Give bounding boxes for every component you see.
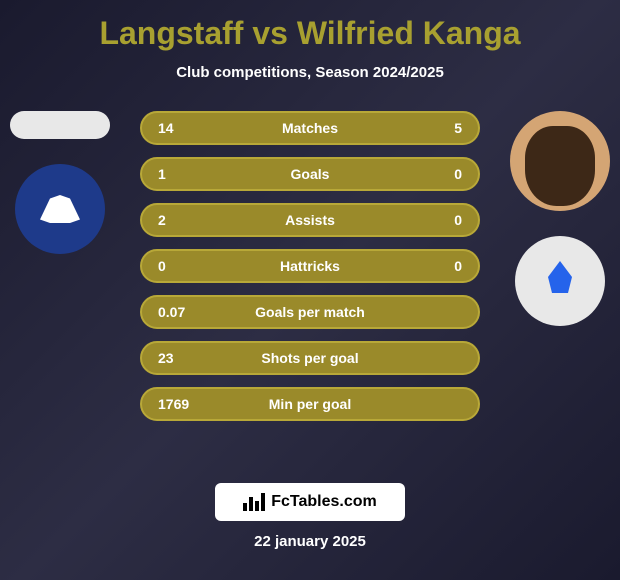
chart-icon	[243, 493, 265, 511]
stat-row-shots-per-goal: 23 Shots per goal	[140, 341, 480, 375]
stat-left-value: 23	[158, 350, 218, 366]
right-column	[500, 111, 620, 326]
stat-left-value: 1	[158, 166, 218, 182]
main-content: 14 Matches 5 1 Goals 0 2 Assists 0 0 Hat…	[0, 111, 620, 254]
main-container: Langstaff vs Wilfried Kanga Club competi…	[0, 0, 620, 580]
lion-icon	[35, 192, 85, 227]
stat-right-value: 0	[402, 212, 462, 228]
stat-left-value: 14	[158, 120, 218, 136]
stat-row-assists: 2 Assists 0	[140, 203, 480, 237]
stat-label: Hattricks	[218, 258, 402, 274]
stats-column: 14 Matches 5 1 Goals 0 2 Assists 0 0 Hat…	[120, 111, 500, 421]
footer: FcTables.com 22 january 2025	[0, 483, 620, 550]
stat-row-goals: 1 Goals 0	[140, 157, 480, 191]
club-badge-left	[15, 164, 105, 254]
stat-label: Min per goal	[218, 396, 402, 412]
stat-label: Goals	[218, 166, 402, 182]
bird-icon	[540, 261, 580, 301]
left-column	[0, 111, 120, 254]
stat-row-hattricks: 0 Hattricks 0	[140, 249, 480, 283]
face-icon	[525, 126, 595, 206]
stat-row-min-per-goal: 1769 Min per goal	[140, 387, 480, 421]
subtitle: Club competitions, Season 2024/2025	[176, 64, 444, 81]
brand-badge[interactable]: FcTables.com	[215, 483, 405, 521]
stat-row-goals-per-match: 0.07 Goals per match	[140, 295, 480, 329]
stat-label: Shots per goal	[218, 350, 402, 366]
stat-left-value: 0.07	[158, 304, 218, 320]
stat-label: Assists	[218, 212, 402, 228]
stat-left-value: 1769	[158, 396, 218, 412]
stat-left-value: 2	[158, 212, 218, 228]
stat-row-matches: 14 Matches 5	[140, 111, 480, 145]
stat-right-value: 0	[402, 258, 462, 274]
page-title: Langstaff vs Wilfried Kanga	[99, 15, 520, 52]
club-badge-right	[515, 236, 605, 326]
date-text: 22 january 2025	[254, 533, 366, 550]
player-photo-right	[510, 111, 610, 211]
player-photo-left	[10, 111, 110, 139]
stat-right-value: 5	[402, 120, 462, 136]
stat-label: Matches	[218, 120, 402, 136]
stat-right-value: 0	[402, 166, 462, 182]
stat-left-value: 0	[158, 258, 218, 274]
stat-label: Goals per match	[218, 304, 402, 320]
brand-text: FcTables.com	[271, 493, 377, 511]
